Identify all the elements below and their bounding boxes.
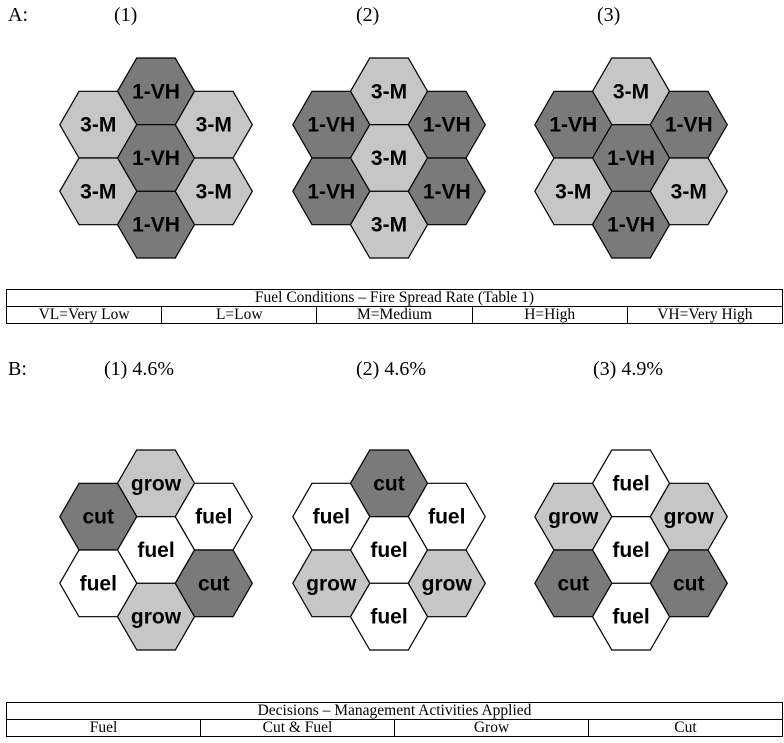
fuel-condition-cell: H=High <box>471 306 628 324</box>
hex-cell-label: grow <box>131 606 182 629</box>
hex-cell-label: 1-VH <box>549 114 597 137</box>
hex-cell-label: 1-VH <box>132 214 180 237</box>
fuel-conditions-table: Fuel Conditions – Fire Spread Rate (Tabl… <box>5 289 784 324</box>
hex-cell-label: 1-VH <box>132 80 180 103</box>
panel-a3-title: (3) <box>597 4 621 26</box>
hex-cell-label: cut <box>373 472 405 495</box>
hex-cell-label: 3-M <box>555 180 591 203</box>
hex-cell-label: 1-VH <box>307 180 355 203</box>
hex-cluster-a2: 3-M 1-VH 1-VH 3-M 1-VH 1-VH 3-M <box>292 57 486 259</box>
decisions-title: Decisions – Management Activities Applie… <box>6 702 783 720</box>
panel-b2-title: (2) 4.6% <box>356 358 426 380</box>
hex-cell-label: 3-M <box>371 214 407 237</box>
hex-cell-label: cut <box>83 506 115 529</box>
hex-cell-label: grow <box>422 572 473 595</box>
hex-cell-label: 1-VH <box>132 147 180 170</box>
hex-cell-label: 3-M <box>613 80 649 103</box>
fuel-condition-cell: L=Low <box>161 306 318 324</box>
fuel-condition-cell: VL=Very Low <box>5 306 163 324</box>
section-b-label: B: <box>8 358 27 380</box>
fuel-conditions-title: Fuel Conditions – Fire Spread Rate (Tabl… <box>6 289 783 307</box>
panel-b1-title: (1) 4.6% <box>104 358 174 380</box>
hex-cell-label: 1-VH <box>307 114 355 137</box>
panel-b3-title: (3) 4.9% <box>593 358 663 380</box>
hex-cell-label: grow <box>548 506 599 529</box>
decision-cell: Grow <box>394 719 589 737</box>
hex-cell-label: grow <box>306 572 357 595</box>
fuel-condition-cell: M=Medium <box>316 306 473 324</box>
hex-cell-label: 1-VH <box>423 114 471 137</box>
panel-a2-title: (2) <box>356 4 380 26</box>
hex-cell-label: cut <box>198 572 230 595</box>
hex-cell <box>349 190 429 259</box>
hex-cell-label: 1-VH <box>607 147 655 170</box>
hex-cell-label: grow <box>131 472 182 495</box>
hex-cell <box>349 582 429 651</box>
hex-cell-label: 1-VH <box>423 180 471 203</box>
hex-cell-label: fuel <box>370 539 407 562</box>
decision-cell: Cut & Fuel <box>200 719 395 737</box>
hex-cell-label: 3-M <box>671 180 707 203</box>
panel-a1-title: (1) <box>114 4 138 26</box>
hex-cell-label: 3-M <box>371 147 407 170</box>
hex-cell-label: fuel <box>370 606 407 629</box>
hex-cell-label: 1-VH <box>607 214 655 237</box>
hex-cell-label: 1-VH <box>665 114 713 137</box>
decisions-table: Decisions – Management Activities Applie… <box>6 702 783 737</box>
section-a-label: A: <box>8 4 28 26</box>
hex-cell-label: fuel <box>612 606 649 629</box>
hex-cell-label: fuel <box>80 572 117 595</box>
hex-cell <box>116 582 196 651</box>
hex-cell <box>116 190 196 259</box>
hex-cell-label: grow <box>664 506 715 529</box>
fuel-condition-cell: VH=Very High <box>626 306 784 324</box>
hex-cell-label: cut <box>673 572 705 595</box>
decision-cell: Cut <box>588 719 783 737</box>
hex-cell-label: 3-M <box>371 80 407 103</box>
hex-cell-label: fuel <box>313 506 350 529</box>
hex-cluster-a1: 1-VH 3-M 3-M 1-VH 3-M 3-M 1-VH <box>59 57 253 259</box>
hex-cell-label: 3-M <box>196 180 232 203</box>
hex-cluster-a3: 3-M 1-VH 1-VH 1-VH 3-M 3-M 1-VH <box>534 57 728 259</box>
hex-cell-label: 3-M <box>80 180 116 203</box>
hex-cell-label: 3-M <box>80 114 116 137</box>
hex-cell <box>591 190 671 259</box>
decision-cell: Fuel <box>6 719 201 737</box>
hex-cell-label: 3-M <box>196 114 232 137</box>
hex-cell-label: fuel <box>195 506 232 529</box>
hex-cell-label: fuel <box>428 506 465 529</box>
hex-cell <box>591 582 671 651</box>
hex-cell-label: fuel <box>612 472 649 495</box>
hex-cell-label: fuel <box>612 539 649 562</box>
hex-cell-label: fuel <box>137 539 174 562</box>
hex-cell-label: cut <box>558 572 590 595</box>
